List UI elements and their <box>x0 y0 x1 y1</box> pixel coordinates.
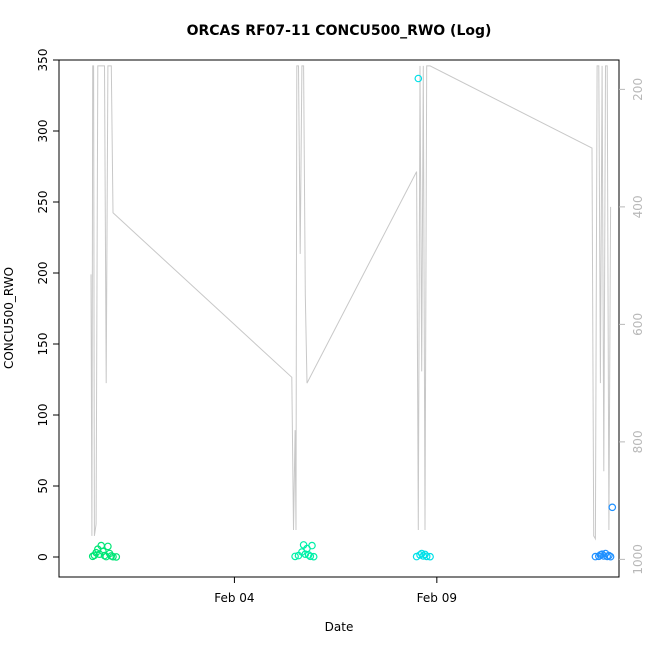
data-point <box>104 542 112 551</box>
data-point <box>99 547 107 556</box>
y2-tick-label: 800 <box>631 430 645 453</box>
y-tick-label: 350 <box>36 49 50 72</box>
y-axis: 0 50 100 150 200 250 300 350 <box>36 49 59 561</box>
y-tick-label: 50 <box>36 478 50 493</box>
y-tick-label: 300 <box>36 120 50 143</box>
y2-axis: 200 400 600 800 1000 <box>619 78 645 575</box>
x-tick-label: Feb 09 <box>417 591 457 605</box>
y-tick-label: 200 <box>36 262 50 285</box>
data-point <box>416 551 424 559</box>
y-axis-label: CONCU500_RWO <box>2 267 16 369</box>
data-point <box>306 552 315 561</box>
y2-tick-label: 200 <box>631 78 645 101</box>
y2-tick-label: 1000 <box>631 544 645 575</box>
data-point <box>605 551 613 560</box>
y-tick-label: 100 <box>36 404 50 427</box>
data-point <box>92 548 100 557</box>
y-tick-label: 250 <box>36 191 50 214</box>
y-tick-label: 150 <box>36 333 50 356</box>
data-point <box>109 552 117 561</box>
data-point <box>426 552 434 561</box>
data-point <box>591 552 600 561</box>
plot-frame <box>58 59 620 578</box>
x-tick-label: Feb 04 <box>214 591 254 605</box>
data-point <box>608 503 617 512</box>
data-point <box>112 553 121 561</box>
data-point <box>414 74 423 83</box>
x-axis-label: Date <box>325 620 354 634</box>
chart-title: ORCAS RF07-11 CONCU500_RWO (Log) <box>187 23 492 39</box>
pressure-line <box>90 65 612 541</box>
data-point <box>291 552 299 561</box>
y2-tick-label: 400 <box>631 195 645 218</box>
x-axis: Feb 04 Feb 09 <box>214 577 457 605</box>
pressure-line-layer <box>90 65 612 541</box>
data-point <box>309 552 318 561</box>
y2-tick-label: 600 <box>631 313 645 336</box>
data-points-layer <box>88 74 617 561</box>
data-point <box>422 552 431 561</box>
data-point <box>606 552 615 561</box>
data-point <box>308 541 316 550</box>
data-point <box>304 551 313 559</box>
y-tick-label: 0 <box>36 553 50 561</box>
